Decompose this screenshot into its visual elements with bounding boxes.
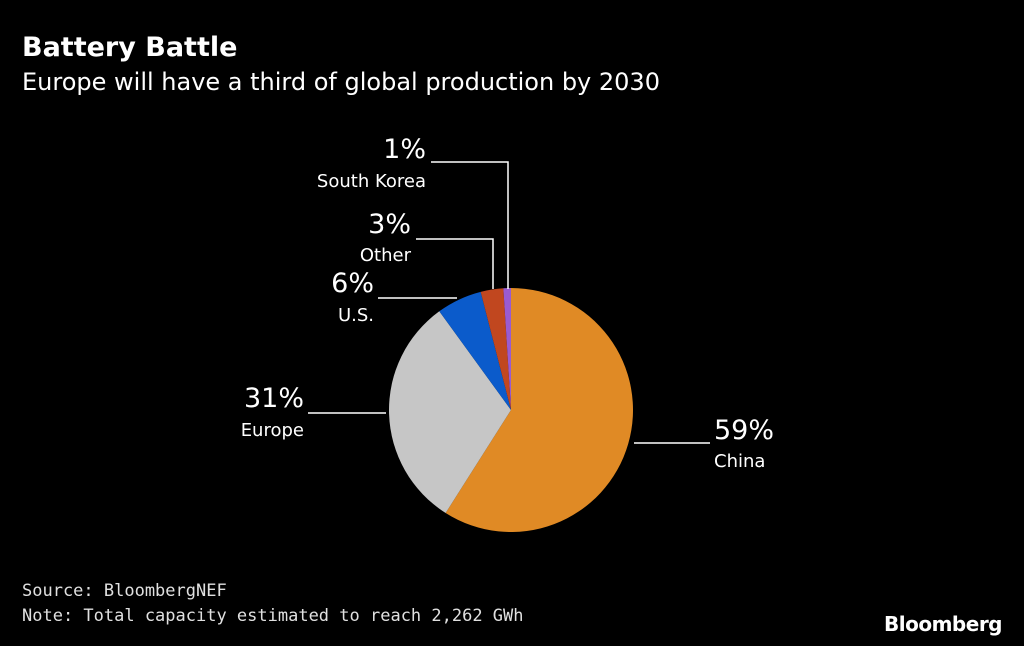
value-label-europe: 31%: [244, 383, 304, 414]
category-label-europe: Europe: [241, 420, 304, 441]
footnote: Note: Total capacity estimated to reach …: [22, 606, 524, 626]
chart-title: Battery Battle: [22, 32, 238, 63]
value-label-south-korea: 1%: [383, 134, 426, 165]
value-label-china: 59%: [714, 415, 774, 446]
leader-line-south-korea: [431, 161, 509, 289]
category-label-south-korea: South Korea: [317, 171, 426, 192]
bloomberg-logo: Bloomberg: [884, 612, 1002, 636]
pie-slice-europe: [389, 311, 511, 514]
chart-subtitle: Europe will have a third of global produ…: [22, 68, 660, 96]
value-label-other: 3%: [368, 209, 411, 240]
value-label-us: 6%: [331, 268, 374, 299]
pie-slice-u-s: [439, 291, 511, 410]
pie-slice-other: [480, 288, 511, 410]
source-note: Source: BloombergNEF: [22, 581, 227, 601]
pie-slice-china: [445, 287, 634, 532]
category-label-other: Other: [360, 245, 412, 266]
category-label-us: U.S.: [338, 305, 374, 326]
pie-slice-south-korea: [503, 288, 511, 410]
leader-line-other: [416, 238, 494, 289]
category-label-china: China: [714, 451, 765, 472]
